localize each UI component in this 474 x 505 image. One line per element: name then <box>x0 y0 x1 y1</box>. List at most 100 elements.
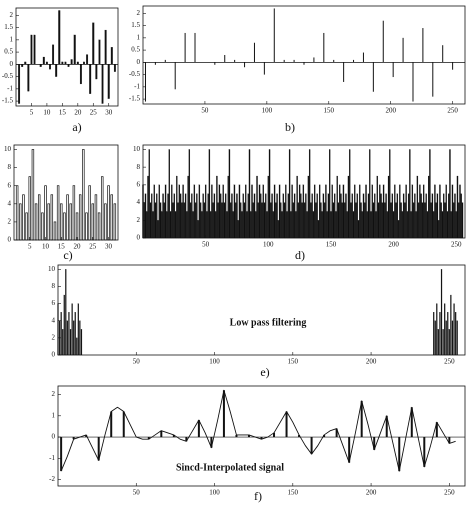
bar <box>362 193 365 239</box>
bar <box>437 329 439 356</box>
bar <box>367 193 370 239</box>
bar <box>92 22 95 65</box>
bar <box>302 184 305 239</box>
bar <box>277 220 279 239</box>
bar <box>44 185 47 241</box>
bar <box>287 193 290 239</box>
bar <box>453 202 455 239</box>
bar <box>391 193 393 239</box>
y-tick-label: 6 <box>52 299 56 307</box>
bar <box>324 202 326 239</box>
bar <box>47 203 50 241</box>
bar <box>331 184 333 239</box>
bar <box>71 303 73 356</box>
bar <box>327 193 330 239</box>
bar <box>448 329 450 356</box>
bar <box>267 175 269 239</box>
panel-label: b) <box>285 120 295 134</box>
panel-label: c) <box>63 248 72 262</box>
bar <box>235 202 237 239</box>
bar <box>262 184 264 239</box>
bar <box>357 220 360 239</box>
bar <box>337 202 340 239</box>
bar <box>66 194 69 241</box>
bar <box>297 202 300 239</box>
y-tick-label: 2 <box>137 9 141 17</box>
bar <box>25 212 28 241</box>
bar <box>110 194 113 241</box>
bar <box>347 175 350 239</box>
x-tick-label: 20 <box>74 109 82 117</box>
bar <box>428 175 430 239</box>
bar <box>292 202 295 239</box>
x-tick-label: 200 <box>366 489 377 497</box>
bar <box>193 184 196 239</box>
bar <box>184 193 187 239</box>
bar <box>313 184 316 239</box>
bar <box>355 202 357 239</box>
y-tick-label: 10 <box>133 145 141 153</box>
bar <box>53 221 57 241</box>
bar <box>24 61 27 65</box>
bar <box>375 211 377 239</box>
bar <box>257 202 259 239</box>
plot-frame <box>57 385 466 487</box>
panel: 0 2 4 6 8 10 50 100 150 200 250 e) Low pass filterin… <box>48 264 466 379</box>
plot-frame <box>15 7 119 107</box>
y-tick-label: 0 <box>137 234 141 242</box>
bar <box>223 202 226 239</box>
bar <box>340 193 342 239</box>
y-tick-label: 8 <box>8 163 12 171</box>
y-tick-label: 4 <box>137 198 141 206</box>
bar <box>430 202 432 239</box>
bar <box>177 202 179 239</box>
bar <box>293 193 296 239</box>
bar <box>68 312 70 356</box>
y-tick-label: -0.5 <box>2 72 14 80</box>
x-tick-label: 30 <box>105 243 113 251</box>
bar <box>290 211 292 239</box>
bar <box>312 211 315 239</box>
y-tick-label: -1 <box>7 84 13 92</box>
bar <box>50 194 54 241</box>
x-tick-label: 150 <box>288 358 299 366</box>
bar <box>34 203 38 241</box>
bar <box>450 211 452 239</box>
bar <box>186 211 188 239</box>
bar <box>400 202 402 239</box>
bar <box>164 184 167 239</box>
bar <box>226 211 228 239</box>
bar <box>399 184 401 239</box>
bar <box>295 211 297 239</box>
x-tick-label: 250 <box>447 107 458 115</box>
bar <box>346 211 348 239</box>
bar <box>148 149 150 239</box>
bar <box>352 211 355 239</box>
bar <box>82 149 85 241</box>
bar <box>387 175 390 239</box>
bar <box>305 193 307 239</box>
bar <box>390 202 392 239</box>
bar <box>236 193 238 239</box>
y-tick-label: 0 <box>8 236 12 244</box>
x-tick-label: 200 <box>388 241 399 249</box>
y-tick-label: 0 <box>10 60 14 68</box>
x-tick-label: 30 <box>105 109 113 117</box>
bar <box>286 211 288 239</box>
bar <box>446 211 449 239</box>
bar <box>104 203 107 241</box>
bar <box>451 184 454 239</box>
bar <box>250 211 252 239</box>
bar <box>144 193 147 239</box>
bar <box>410 211 412 239</box>
x-tick-label: 15 <box>58 243 66 251</box>
bar <box>151 193 153 239</box>
bar <box>154 202 157 239</box>
bar <box>61 61 64 65</box>
bar <box>101 64 104 104</box>
bar <box>159 202 162 239</box>
bar <box>209 211 212 239</box>
bar <box>188 149 191 239</box>
y-tick-label: -1 <box>49 454 55 462</box>
